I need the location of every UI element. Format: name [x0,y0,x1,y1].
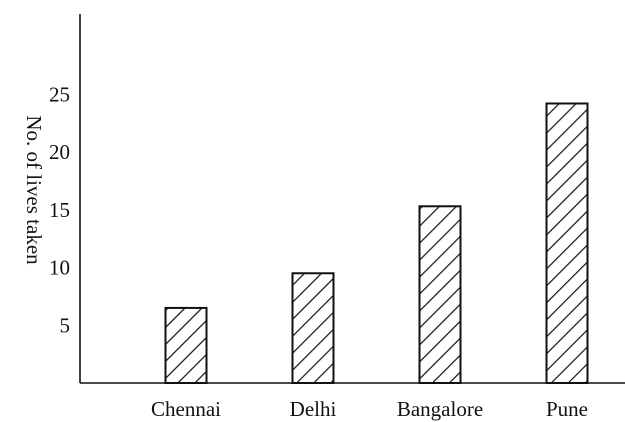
y-tick-label: 5 [60,313,71,337]
bar-delhi [291,272,335,384]
x-tick-label-delhi: Delhi [290,397,337,421]
x-tick-label-pune: Pune [546,397,588,421]
y-axis-label: No. of lives taken [22,115,46,265]
y-tick-labels: 5 10 15 20 25 [49,82,70,337]
x-tick-label-bangalore: Bangalore [397,397,483,421]
bars [164,102,589,385]
bar-chennai [164,306,208,384]
y-tick-label: 25 [49,82,70,106]
x-category-labels: Chennai Delhi Bangalore Pune [151,397,588,421]
y-tick-label: 20 [49,140,70,164]
bar-pune [545,102,589,385]
y-tick-label: 15 [49,198,70,222]
y-tick-label: 10 [49,256,70,280]
bar-bangalore [418,205,462,384]
x-tick-label-chennai: Chennai [151,397,221,421]
